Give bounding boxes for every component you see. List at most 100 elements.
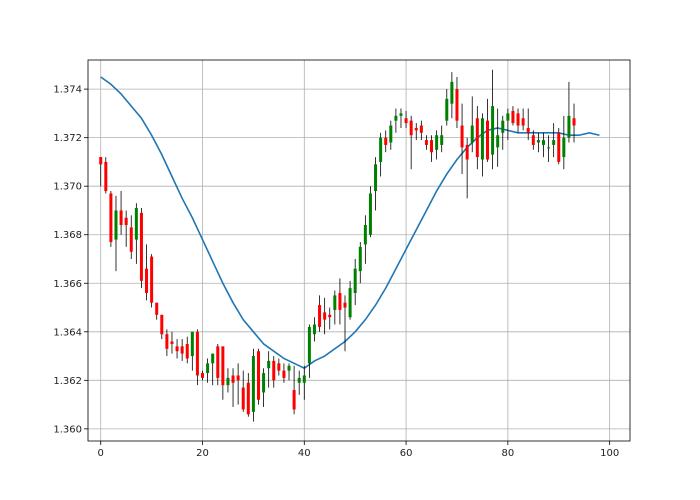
candle-body-down <box>272 360 276 381</box>
candle-body-down <box>195 331 199 376</box>
candle <box>516 108 520 133</box>
candle-body-up <box>267 360 271 369</box>
candle-body-down <box>328 314 332 318</box>
candle-body-down <box>104 161 108 192</box>
candle <box>348 280 352 320</box>
candle-body-down <box>145 268 149 293</box>
candle <box>333 290 337 325</box>
candle-body-down <box>475 118 479 158</box>
candle-body-down <box>109 193 113 243</box>
candle <box>368 186 372 238</box>
candle <box>206 358 210 383</box>
moving-average-layer <box>100 76 600 370</box>
candle <box>292 365 296 415</box>
candle-body-down <box>318 305 322 327</box>
candle-body-up <box>470 125 474 143</box>
candle-body-down <box>185 343 189 359</box>
y-tick-label: 1.364 <box>53 327 82 338</box>
candle-body-up <box>450 81 454 104</box>
candle <box>175 339 179 359</box>
candle-body-up <box>480 118 484 160</box>
plot-frame <box>87 59 631 442</box>
candle <box>506 108 510 141</box>
candle <box>241 370 245 412</box>
candle <box>531 130 535 150</box>
candle-body-up <box>496 135 500 148</box>
candle <box>562 115 566 170</box>
candle <box>307 324 311 378</box>
candle-body-up <box>567 115 571 138</box>
candle-body-down <box>119 210 123 226</box>
candle-body-down <box>404 118 408 124</box>
candle-body-up <box>206 363 210 374</box>
candle <box>343 295 347 352</box>
candle <box>170 331 174 354</box>
candle-body-down <box>99 157 103 165</box>
candle-body-down <box>236 375 240 381</box>
candle-body-up <box>562 137 566 158</box>
candle <box>109 191 113 247</box>
candle-body-down <box>526 127 530 133</box>
y-tick-label: 1.370 <box>53 182 82 193</box>
grid-layer <box>88 60 630 441</box>
candle-body-down <box>409 120 413 136</box>
candle-body-up <box>333 295 337 310</box>
candle <box>231 368 235 408</box>
candle-body-up <box>552 140 556 145</box>
y-tick-label: 1.360 <box>53 424 82 435</box>
candle <box>384 130 388 153</box>
candle-body-up <box>114 210 118 240</box>
candle-body-up <box>506 113 510 121</box>
candle <box>491 69 495 170</box>
candles-layer <box>99 69 576 422</box>
candle <box>267 351 271 388</box>
candle-body-up <box>190 331 194 357</box>
candle <box>358 242 362 284</box>
moving-average-line <box>100 76 600 370</box>
candle <box>262 368 266 408</box>
candle <box>272 356 276 388</box>
candle <box>526 108 530 141</box>
candle <box>541 132 545 158</box>
candle <box>155 302 159 320</box>
candle-body-down <box>511 110 515 124</box>
candle-body-down <box>557 132 561 162</box>
candle-body-up <box>226 377 230 386</box>
candle-body-down <box>338 292 342 310</box>
candle <box>338 278 342 325</box>
candle <box>114 195 118 272</box>
candle-body-up <box>368 193 372 235</box>
candle <box>521 108 525 131</box>
x-tick-label: 60 <box>400 448 413 459</box>
candle-body-up <box>134 208 138 240</box>
candle-body-up <box>297 377 301 383</box>
candle-body-down <box>139 212 143 281</box>
candle <box>104 157 108 194</box>
candle-body-down <box>216 346 220 378</box>
x-tick-label: 0 <box>98 448 104 459</box>
candle <box>312 317 316 342</box>
candle-body-down <box>486 120 490 160</box>
candle-body-down <box>175 346 179 352</box>
candle-body-up <box>399 113 403 116</box>
candle <box>129 215 133 259</box>
candle <box>435 130 439 160</box>
candle-body-up <box>287 365 291 371</box>
candle <box>353 258 357 306</box>
candle-body-down <box>419 125 423 133</box>
candle-body-up <box>491 106 495 155</box>
candle-body-down <box>170 341 174 344</box>
y-tick-label: 1.372 <box>53 133 82 144</box>
x-tick-label: 100 <box>600 448 619 459</box>
candle-body-down <box>572 118 576 126</box>
candle <box>394 108 398 133</box>
candle-body-down <box>282 370 286 378</box>
candle <box>501 115 505 150</box>
y-tick-label: 1.366 <box>53 279 82 290</box>
candle <box>318 295 322 332</box>
candle <box>475 106 479 170</box>
candle-body-up <box>307 326 311 364</box>
candle <box>328 307 332 330</box>
candle-body-up <box>379 137 383 162</box>
